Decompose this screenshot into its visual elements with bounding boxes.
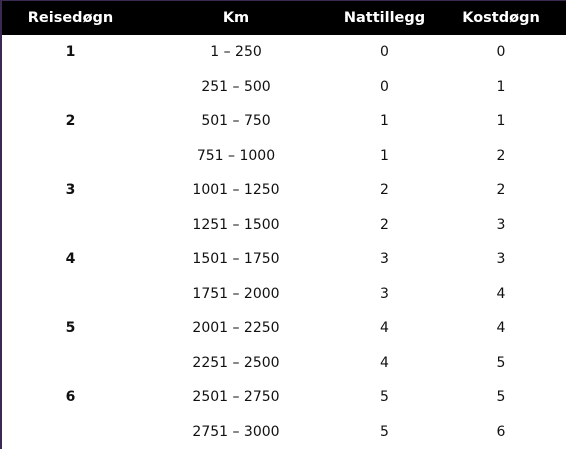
table-row: 4 1501 – 1750 3 3 (2, 242, 566, 277)
table-row: 1251 – 1500 2 3 (2, 208, 566, 243)
cell-reisedogn: 4 (65, 251, 76, 268)
cell-kostdogn: 2 (496, 147, 506, 164)
cell-kostdogn: 1 (496, 78, 506, 95)
cell-km: 1251 – 1500 (192, 216, 280, 233)
table-row: 1751 – 2000 3 4 (2, 277, 566, 312)
cell-kostdogn: 4 (496, 285, 506, 302)
cell-reisedogn (2, 70, 139, 105)
cell-km: 1 – 250 (210, 44, 262, 61)
cell-reisedogn (2, 139, 139, 174)
cell-km: 2251 – 2500 (192, 354, 280, 371)
cell-kostdogn: 0 (496, 44, 506, 61)
table-row: 2 501 – 750 1 1 (2, 104, 566, 139)
cell-km: 251 – 500 (201, 78, 271, 95)
cell-kostdogn: 3 (496, 216, 506, 233)
cell-kostdogn: 1 (496, 113, 506, 130)
table-row: 1 1 – 250 0 0 (2, 35, 566, 70)
cell-nattillegg: 1 (380, 113, 389, 130)
cell-km: 2501 – 2750 (192, 389, 280, 406)
header-km: Km (222, 10, 250, 26)
header-nattillegg: Nattillegg (343, 10, 426, 26)
cell-km: 1751 – 2000 (192, 285, 280, 302)
header-reisedogn: Reisedøgn (27, 10, 114, 26)
cell-reisedogn (2, 277, 139, 312)
table-row: 6 2501 – 2750 5 5 (2, 380, 566, 415)
cell-nattillegg: 4 (380, 354, 389, 371)
cell-km: 2001 – 2250 (192, 320, 280, 337)
cell-kostdogn: 2 (496, 182, 506, 199)
cell-nattillegg: 5 (380, 389, 389, 406)
cell-nattillegg: 0 (380, 78, 389, 95)
cell-km: 501 – 750 (201, 113, 271, 130)
table-row: 3 1001 – 1250 2 2 (2, 173, 566, 208)
cell-kostdogn: 4 (496, 320, 506, 337)
header-row: Reisedøgn Km Nattillegg Kostdøgn (2, 1, 566, 35)
table-body: 1 1 – 250 0 0 251 – 500 0 1 2 501 – 750 … (2, 35, 566, 449)
cell-reisedogn (2, 415, 139, 449)
cell-km: 2751 – 3000 (192, 423, 280, 440)
cell-km: 751 – 1000 (196, 147, 276, 164)
cell-nattillegg: 4 (380, 320, 389, 337)
cell-km: 1501 – 1750 (192, 251, 280, 268)
cell-kostdogn: 3 (496, 251, 506, 268)
cell-reisedogn: 5 (65, 320, 76, 337)
cell-reisedogn (2, 346, 139, 381)
cell-nattillegg: 0 (380, 44, 389, 61)
table-header: Reisedøgn Km Nattillegg Kostdøgn (2, 1, 566, 35)
cell-nattillegg: 3 (380, 285, 389, 302)
cell-reisedogn: 6 (65, 389, 76, 406)
table-row: 751 – 1000 1 2 (2, 139, 566, 174)
cell-nattillegg: 1 (380, 147, 389, 164)
table-row: 251 – 500 0 1 (2, 70, 566, 105)
cell-kostdogn: 6 (496, 423, 506, 440)
cell-nattillegg: 2 (380, 216, 389, 233)
cell-kostdogn: 5 (496, 354, 506, 371)
cell-nattillegg: 3 (380, 251, 389, 268)
cell-nattillegg: 2 (380, 182, 389, 199)
cell-nattillegg: 5 (380, 423, 389, 440)
cell-kostdogn: 5 (496, 389, 506, 406)
cell-reisedogn: 2 (65, 113, 76, 130)
cell-reisedogn (2, 208, 139, 243)
table-row: 5 2001 – 2250 4 4 (2, 311, 566, 346)
table-row: 2751 – 3000 5 6 (2, 415, 566, 449)
table-row: 2251 – 2500 4 5 (2, 346, 566, 381)
header-kostdogn: Kostdøgn (462, 10, 540, 26)
cell-reisedogn: 1 (65, 44, 76, 61)
cell-reisedogn: 3 (65, 182, 76, 199)
cell-km: 1001 – 1250 (192, 182, 280, 199)
